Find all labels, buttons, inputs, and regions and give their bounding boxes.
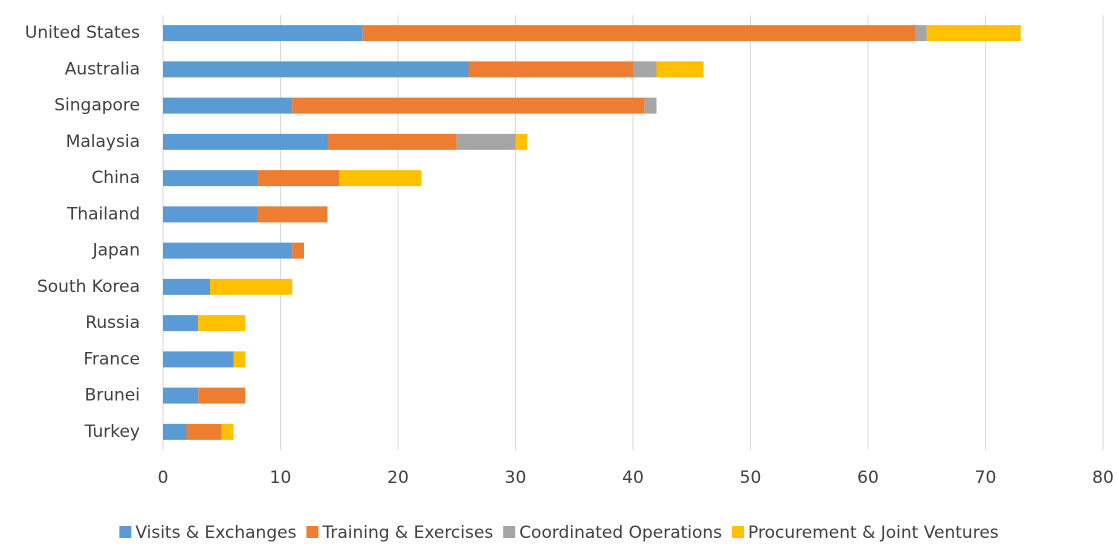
y-tick-label: United States xyxy=(25,23,140,43)
y-tick-label: Malaysia xyxy=(66,132,140,152)
x-tick-label: 60 xyxy=(857,468,879,488)
x-tick-label: 70 xyxy=(975,468,997,488)
bar-segment xyxy=(198,387,246,404)
y-tick-label: Japan xyxy=(92,241,140,261)
x-tick-label: 10 xyxy=(270,468,292,488)
bar-segment xyxy=(656,61,704,78)
legend-swatch xyxy=(119,526,132,538)
bar-segment xyxy=(292,97,645,114)
bar-segment xyxy=(163,351,234,368)
y-tick-label: Thailand xyxy=(66,204,140,224)
bar-segment xyxy=(915,25,927,42)
bar-segment xyxy=(163,61,469,78)
bar-segment xyxy=(163,97,293,114)
bar-segment xyxy=(163,170,257,187)
x-tick-label: 40 xyxy=(622,468,644,488)
x-tick-label: 50 xyxy=(740,468,762,488)
legend-label: Training & Exercises xyxy=(321,523,493,543)
bar-segment xyxy=(257,206,328,223)
y-tick-label: Australia xyxy=(65,59,140,79)
bar-segment xyxy=(163,423,187,440)
bar-segment xyxy=(633,61,657,78)
bar-segment xyxy=(186,423,222,440)
bar-segment xyxy=(233,351,246,368)
bar-segment xyxy=(468,61,633,78)
y-tick-label: Brunei xyxy=(85,386,140,406)
bar-segment xyxy=(456,133,516,150)
bar-segment xyxy=(926,25,1021,42)
legend-label: Visits & Exchanges xyxy=(135,523,296,543)
bar-segment xyxy=(198,315,246,332)
bar-segment xyxy=(515,133,528,150)
y-tick-label: China xyxy=(91,168,140,188)
bar-segment xyxy=(163,242,293,259)
bar-segment xyxy=(644,97,657,114)
x-tick-label: 20 xyxy=(387,468,409,488)
x-tick-label: 30 xyxy=(505,468,527,488)
legend-label: Coordinated Operations xyxy=(519,523,722,543)
bar-segment xyxy=(327,133,457,150)
x-tick-label: 80 xyxy=(1092,468,1114,488)
legend-swatch xyxy=(732,526,745,538)
y-tick-label: Singapore xyxy=(54,96,140,116)
legend-swatch xyxy=(503,526,516,538)
bar-segment xyxy=(339,170,422,187)
bar-segment xyxy=(292,242,304,259)
bar-segment xyxy=(221,423,234,440)
bar-segment xyxy=(257,170,340,187)
bar-segment xyxy=(163,387,199,404)
bar-segment xyxy=(163,206,257,223)
bar-segment xyxy=(210,278,293,295)
y-tick-label: South Korea xyxy=(37,277,140,297)
bar-segment xyxy=(362,25,915,42)
legend-label: Procurement & Joint Ventures xyxy=(748,523,999,543)
y-tick-label: Turkey xyxy=(84,422,140,442)
bar-segment xyxy=(163,278,210,295)
x-tick-label: 0 xyxy=(158,468,169,488)
bar-segment xyxy=(163,133,328,150)
y-tick-label: Russia xyxy=(85,313,140,333)
bar-segment xyxy=(163,315,199,332)
bar-segment xyxy=(163,25,363,42)
y-tick-label: France xyxy=(83,349,140,369)
legend-swatch xyxy=(306,526,319,538)
